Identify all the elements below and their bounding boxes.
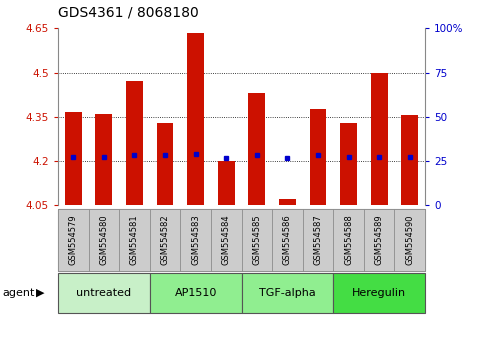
Bar [126, 81, 143, 205]
Text: ▶: ▶ [36, 288, 45, 298]
Bar [96, 114, 112, 205]
Text: TGF-alpha: TGF-alpha [259, 288, 316, 298]
Text: untreated: untreated [76, 288, 131, 298]
Bar [187, 33, 204, 205]
Text: GSM554590: GSM554590 [405, 215, 414, 265]
Bar [279, 199, 296, 205]
Text: Heregulin: Heregulin [352, 288, 406, 298]
Text: GSM554588: GSM554588 [344, 215, 353, 265]
Bar [65, 112, 82, 205]
Bar [371, 73, 387, 205]
Text: GSM554585: GSM554585 [252, 215, 261, 265]
Bar [340, 123, 357, 205]
Text: GSM554579: GSM554579 [69, 215, 78, 265]
Text: GSM554586: GSM554586 [283, 215, 292, 265]
Bar [401, 115, 418, 205]
Bar [310, 109, 327, 205]
Text: GSM554589: GSM554589 [375, 215, 384, 265]
Text: GSM554587: GSM554587 [313, 215, 323, 265]
Text: GDS4361 / 8068180: GDS4361 / 8068180 [58, 5, 199, 19]
Text: AP1510: AP1510 [174, 288, 217, 298]
Text: GSM554581: GSM554581 [130, 215, 139, 265]
Bar [248, 93, 265, 205]
Text: GSM554582: GSM554582 [160, 215, 170, 265]
Text: GSM554584: GSM554584 [222, 215, 231, 265]
Bar [156, 123, 173, 205]
Text: agent: agent [2, 288, 35, 298]
Bar [218, 161, 235, 205]
Text: GSM554580: GSM554580 [99, 215, 108, 265]
Text: GSM554583: GSM554583 [191, 215, 200, 265]
